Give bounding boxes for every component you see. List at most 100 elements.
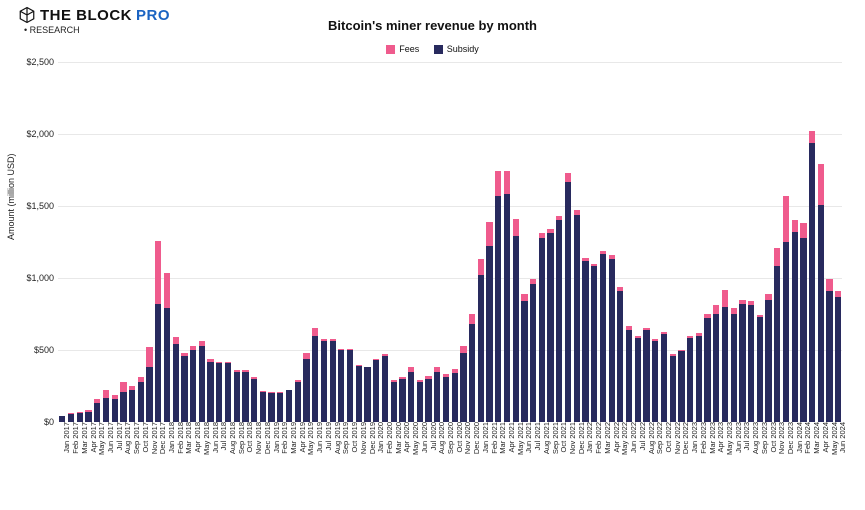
bar <box>513 219 519 422</box>
bar-segment-fees <box>783 196 789 242</box>
chart-area: $0$500$1,000$1,500$2,000$2,500Jan 2017Fe… <box>58 62 842 422</box>
bar-segment-subsidy <box>495 196 501 422</box>
bar <box>661 332 667 422</box>
legend-swatch-subsidy <box>434 45 443 54</box>
bar <box>521 294 527 422</box>
bar-segment-subsidy <box>408 372 414 422</box>
bar-segment-subsidy <box>225 363 231 422</box>
bar <box>68 413 74 422</box>
bar-segment-fees <box>713 305 719 314</box>
bar-slot: May 2020 <box>407 62 416 422</box>
bar-segment-fees <box>521 294 527 301</box>
bar-segment-fees <box>495 171 501 195</box>
bar-slot: Jan 2018 <box>163 62 172 422</box>
y-tick-label: $0 <box>44 417 54 427</box>
bar-segment-subsidy <box>138 382 144 422</box>
bar <box>460 346 466 422</box>
bar-segment-subsidy <box>547 233 553 422</box>
bar-segment-subsidy <box>643 330 649 422</box>
bar-segment-subsidy <box>818 205 824 422</box>
bar <box>486 222 492 422</box>
bar-segment-subsidy <box>216 363 222 422</box>
bar <box>835 291 841 422</box>
bar <box>260 391 266 422</box>
bar-segment-subsidy <box>303 359 309 422</box>
bar <box>739 300 745 422</box>
bar-segment-subsidy <box>321 341 327 422</box>
bar-segment-subsidy <box>425 379 431 422</box>
bar-segment-fees <box>792 220 798 232</box>
bar-segment-subsidy <box>826 291 832 422</box>
bar-slot: Mar 2023 <box>703 62 712 422</box>
bar-slot: Jan 2021 <box>477 62 486 422</box>
bar <box>826 279 832 422</box>
y-tick-label: $2,000 <box>26 129 54 139</box>
bar-segment-fees <box>800 223 806 237</box>
bar-slot: May 2017 <box>93 62 102 422</box>
bar-segment-subsidy <box>164 308 170 422</box>
legend-label-subsidy: Subsidy <box>447 44 479 54</box>
bar-segment-subsidy <box>347 350 353 422</box>
bar <box>173 337 179 422</box>
bar-slot: Nov 2017 <box>145 62 154 422</box>
bar-segment-subsidy <box>609 259 615 422</box>
bar <box>547 229 553 422</box>
bar <box>800 223 806 422</box>
bar <box>687 336 693 422</box>
bar <box>373 359 379 422</box>
bar-segment-subsidy <box>539 238 545 422</box>
bar-slot: Feb 2020 <box>381 62 390 422</box>
bar-segment-subsidy <box>373 360 379 422</box>
bar-slot: Jul 2020 <box>424 62 433 422</box>
bar-slot: Jan 2019 <box>267 62 276 422</box>
bar-segment-fees <box>146 347 152 367</box>
bar-segment-subsidy <box>173 344 179 422</box>
bar-slot: Mar 2020 <box>389 62 398 422</box>
bar-segment-subsidy <box>626 330 632 422</box>
bar <box>356 365 362 422</box>
bar-segment-fees <box>809 131 815 143</box>
bar-segment-fees <box>312 328 318 335</box>
bar-slot: Mar 2021 <box>494 62 503 422</box>
legend-swatch-fees <box>386 45 395 54</box>
bar-slot: Dec 2023 <box>782 62 791 422</box>
bar-slot: Mar 2024 <box>808 62 817 422</box>
bar-segment-subsidy <box>574 215 580 422</box>
bar-slot: May 2023 <box>721 62 730 422</box>
bar <box>704 314 710 422</box>
bar <box>146 347 152 422</box>
bar-segment-subsidy <box>530 284 536 422</box>
bar <box>574 210 580 422</box>
bar-slot: May 2021 <box>511 62 520 422</box>
bar <box>731 308 737 422</box>
bar-segment-subsidy <box>486 246 492 422</box>
bar-slot: Feb 2022 <box>590 62 599 422</box>
bar <box>652 339 658 422</box>
bar <box>391 380 397 422</box>
bar-slot: Jun 2018 <box>206 62 215 422</box>
bar <box>530 279 536 422</box>
bar-slot: May 2018 <box>198 62 207 422</box>
bar-segment-subsidy <box>731 314 737 422</box>
bar <box>748 301 754 422</box>
bar <box>155 241 161 422</box>
bar-segment-subsidy <box>600 254 606 422</box>
bar-segment-subsidy <box>77 413 83 422</box>
bar-segment-subsidy <box>513 236 519 422</box>
bar-slot: Jun 2022 <box>625 62 634 422</box>
bar-segment-subsidy <box>687 338 693 422</box>
bar-slot: Sep 2019 <box>337 62 346 422</box>
bar <box>94 399 100 422</box>
bar-segment-fees <box>565 173 571 182</box>
bar-segment-subsidy <box>452 373 458 422</box>
bar-segment-subsidy <box>704 318 710 422</box>
bar <box>216 362 222 422</box>
bar <box>713 305 719 422</box>
bar <box>242 370 248 422</box>
bar-slot: May 2024 <box>825 62 834 422</box>
bar <box>670 354 676 422</box>
bar-segment-fees <box>120 382 126 392</box>
bar <box>347 349 353 422</box>
bar <box>765 294 771 422</box>
bar-segment-subsidy <box>103 398 109 422</box>
